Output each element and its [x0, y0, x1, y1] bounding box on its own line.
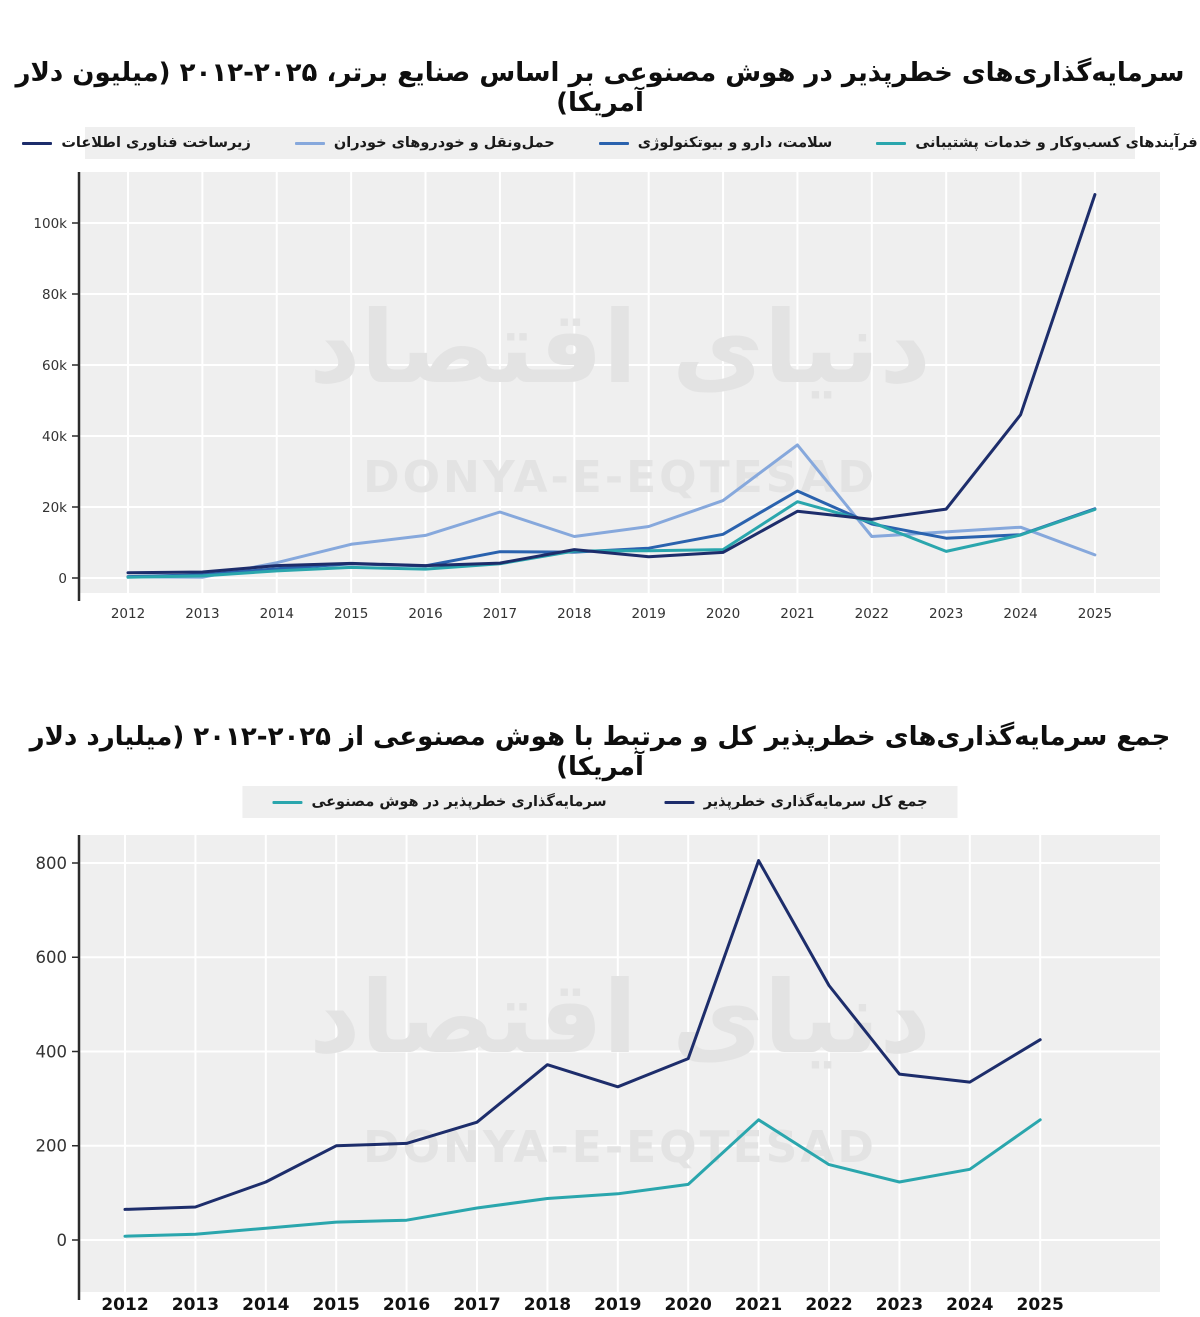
x-tick-label: 2017 — [483, 606, 517, 622]
y-tick-label: 100k — [33, 216, 67, 232]
series-line — [123, 859, 1042, 1211]
x-tick-label: 2012 — [101, 1295, 148, 1315]
x-tick-label: 2021 — [735, 1295, 782, 1315]
watermark-latin: DONYA-E-EQTESAD — [363, 452, 877, 503]
x-tick-label: 2014 — [242, 1295, 289, 1315]
x-tick-label: 2015 — [313, 1295, 360, 1315]
legend-label: سلامت، دارو و بیوتکنولوژی — [637, 135, 833, 151]
chart1-title: سرمایه‌گذاری‌های خطرپذیر در هوش مصنوعی ب… — [15, 58, 1185, 118]
x-tick-label: 2015 — [334, 606, 368, 622]
chart1-plot: دنیای اقتصاد DONYA-E-EQTESAD 0 20k 40k 60k 80k… — [33, 172, 1160, 622]
legend-item: فرآیندهای کسب‌وکار و خدمات پشتیبانی — [876, 135, 1198, 151]
x-tick-label: 2020 — [706, 606, 740, 622]
x-tick-label: 2022 — [855, 606, 889, 622]
legend-marker — [876, 141, 907, 145]
series-line — [126, 193, 1097, 575]
legend-item: زیرساخت فناوری اطلاعات — [22, 135, 251, 151]
x-tick-label: 2020 — [665, 1295, 712, 1315]
legend-marker — [272, 800, 303, 804]
legend-marker — [22, 141, 53, 145]
series-line — [126, 443, 1097, 579]
y-tick-label: 800 — [36, 854, 68, 873]
x-tick-label: 2025 — [1078, 606, 1112, 622]
legend-marker — [294, 141, 325, 145]
x-tick-label: 2024 — [946, 1295, 993, 1315]
legend-item: سرمایه‌گذاری خطرپذیر در هوش مصنوعی — [272, 794, 607, 810]
plot-area — [80, 172, 1160, 593]
watermark-persian: دنیای اقتصاد — [309, 289, 931, 406]
legend-label: جمع کل سرمایه‌گذاری خطرپذیر — [703, 794, 928, 810]
legend-label: فرآیندهای کسب‌وکار و خدمات پشتیبانی — [915, 135, 1198, 151]
x-tick-label: 2014 — [260, 606, 294, 622]
x-tick-label: 2016 — [408, 606, 442, 622]
legend-label: سرمایه‌گذاری خطرپذیر در هوش مصنوعی — [311, 794, 607, 810]
legend-item: حمل‌ونقل و خودروهای خودران — [294, 135, 555, 151]
x-tick-label: 2023 — [876, 1295, 923, 1315]
x-tick-label: 2022 — [805, 1295, 852, 1315]
y-tick-label: 60k — [42, 358, 67, 374]
x-tick-label: 2013 — [185, 606, 219, 622]
y-tick-label: 20k — [42, 500, 67, 516]
y-tick-label: 200 — [36, 1137, 68, 1156]
x-tick-label: 2013 — [172, 1295, 219, 1315]
x-tick-label: 2024 — [1003, 606, 1037, 622]
y-tick-label: 600 — [36, 948, 68, 967]
x-tick-label: 2019 — [631, 606, 665, 622]
x-tick-label: 2012 — [111, 606, 145, 622]
y-tick-label: 40k — [42, 429, 67, 445]
legend-label: زیرساخت فناوری اطلاعات — [61, 135, 251, 151]
x-tick-label: 2016 — [383, 1295, 430, 1315]
series-line — [123, 1118, 1042, 1238]
chart2-plot: دنیای اقتصادDONYA-E-EQTESAD0200400600800… — [36, 835, 1160, 1315]
legend-item: جمع کل سرمایه‌گذاری خطرپذیر — [664, 794, 928, 810]
chart2-legend: جمع کل سرمایه‌گذاری خطرپذیر سرمایه‌گذاری … — [242, 786, 958, 818]
x-tick-label: 2018 — [524, 1295, 571, 1315]
y-tick-label: 0 — [57, 1231, 68, 1250]
x-tick-label: 2019 — [594, 1295, 641, 1315]
chart1-legend: فرآیندهای کسب‌وکار و خدمات پشتیبانی سلامت… — [22, 127, 1198, 159]
x-tick-label: 2018 — [557, 606, 591, 622]
x-tick-label: 2025 — [1017, 1295, 1064, 1315]
legend-marker — [664, 800, 695, 804]
legend-marker — [598, 141, 629, 145]
chart2-title: جمع سرمایه‌گذاری‌های خطرپذیر کل و مرتبط … — [29, 722, 1171, 782]
x-tick-label: 2021 — [780, 606, 814, 622]
series-line — [126, 500, 1097, 579]
plot-area — [80, 835, 1160, 1292]
legend-label: حمل‌ونقل و خودروهای خودران — [333, 135, 555, 151]
x-tick-label: 2023 — [929, 606, 963, 622]
x-tick-label: 2017 — [453, 1295, 500, 1315]
y-tick-label: 400 — [36, 1042, 68, 1061]
y-tick-label: 0 — [58, 571, 67, 587]
y-tick-label: 80k — [42, 287, 67, 303]
watermark-persian: دنیای اقتصاد — [309, 959, 931, 1076]
legend-item: سلامت، دارو و بیوتکنولوژی — [598, 135, 833, 151]
